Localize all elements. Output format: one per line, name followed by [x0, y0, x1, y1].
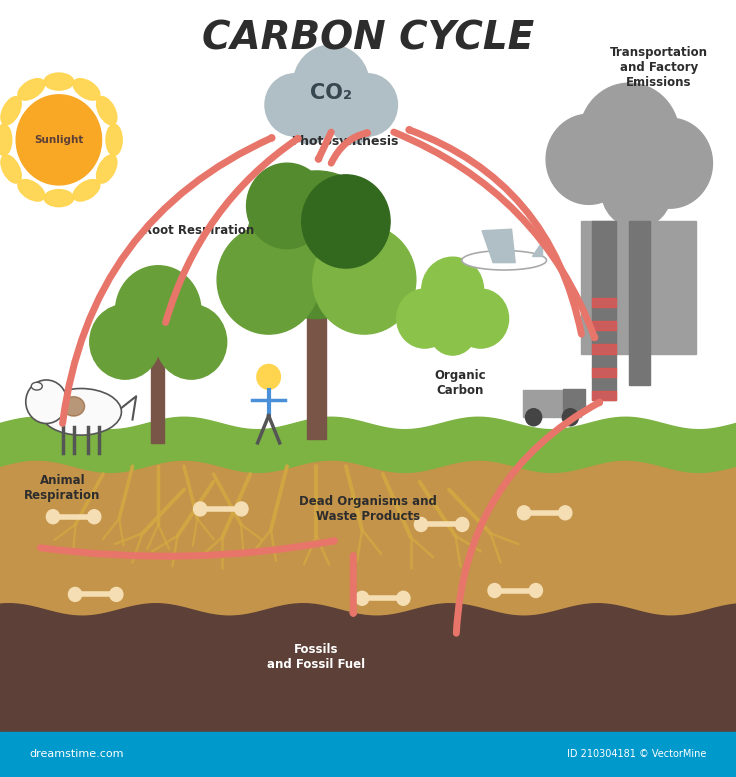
Circle shape [293, 45, 369, 126]
Bar [592, 221, 616, 400]
Circle shape [247, 163, 328, 249]
Bar [0, 622, 736, 777]
Circle shape [422, 257, 484, 322]
Text: Photosynthesis: Photosynthesis [292, 134, 400, 148]
Ellipse shape [0, 124, 12, 155]
Circle shape [156, 305, 227, 379]
Circle shape [247, 171, 386, 319]
Circle shape [414, 517, 428, 531]
Circle shape [265, 74, 324, 136]
Circle shape [627, 118, 712, 208]
Text: Transportation
and Factory
Emissions: Transportation and Factory Emissions [609, 47, 708, 89]
Ellipse shape [462, 250, 546, 270]
Circle shape [46, 510, 60, 524]
Text: Organic
Carbon: Organic Carbon [434, 369, 486, 397]
Text: Animal
Respiration: Animal Respiration [24, 474, 101, 502]
Bar [592, 321, 616, 330]
Bar [523, 390, 581, 417]
Ellipse shape [96, 155, 117, 183]
Ellipse shape [1, 155, 21, 183]
Ellipse shape [40, 388, 121, 435]
Text: CO₂: CO₂ [310, 83, 353, 103]
Circle shape [456, 517, 469, 531]
Bar [151, 342, 164, 443]
Polygon shape [532, 241, 542, 256]
Text: Fossils
and Fossil Fuel: Fossils and Fossil Fuel [267, 643, 366, 671]
Bar [0, 732, 736, 777]
Circle shape [601, 153, 672, 228]
Circle shape [559, 506, 572, 520]
Circle shape [529, 584, 542, 598]
Ellipse shape [96, 96, 117, 125]
Circle shape [313, 225, 416, 334]
Circle shape [330, 94, 377, 144]
Circle shape [302, 175, 390, 268]
Circle shape [68, 587, 82, 601]
Circle shape [217, 225, 320, 334]
Ellipse shape [18, 78, 45, 100]
Circle shape [235, 502, 248, 516]
Polygon shape [482, 229, 515, 263]
Text: Root Respiration: Root Respiration [143, 224, 255, 237]
Circle shape [110, 587, 123, 601]
Text: dreamstime.com: dreamstime.com [29, 750, 124, 759]
Ellipse shape [44, 73, 74, 90]
Text: ID 210304181 © VectorMine: ID 210304181 © VectorMine [567, 750, 707, 759]
Circle shape [397, 591, 410, 605]
Circle shape [488, 584, 501, 598]
Circle shape [397, 289, 453, 348]
Circle shape [579, 83, 679, 189]
Bar [592, 344, 616, 354]
Circle shape [88, 510, 101, 524]
Circle shape [16, 95, 102, 185]
Ellipse shape [18, 179, 45, 201]
Circle shape [257, 364, 280, 389]
Circle shape [26, 380, 67, 423]
Circle shape [339, 74, 397, 136]
Ellipse shape [73, 179, 100, 201]
Circle shape [526, 409, 542, 426]
Bar [592, 298, 616, 307]
Circle shape [453, 289, 509, 348]
Circle shape [429, 305, 476, 355]
Ellipse shape [73, 78, 100, 100]
Circle shape [562, 409, 578, 426]
Bar [629, 221, 650, 385]
Circle shape [90, 305, 160, 379]
Ellipse shape [106, 124, 122, 155]
Circle shape [355, 591, 369, 605]
Bar [592, 368, 616, 377]
Bar [563, 389, 585, 411]
Circle shape [286, 94, 333, 144]
Ellipse shape [1, 96, 21, 125]
Text: Dead Organisms and
Waste Products: Dead Organisms and Waste Products [299, 495, 437, 523]
Circle shape [517, 506, 531, 520]
Text: Sunlight: Sunlight [34, 135, 84, 145]
Ellipse shape [31, 382, 42, 390]
Bar [592, 391, 616, 400]
Bar [0, 0, 736, 435]
Ellipse shape [44, 190, 74, 207]
Circle shape [546, 114, 631, 204]
Ellipse shape [63, 396, 85, 416]
Bar [0, 435, 736, 622]
Circle shape [116, 266, 201, 356]
Text: CARBON CYCLE: CARBON CYCLE [202, 19, 534, 57]
Bar [307, 299, 326, 439]
Bar [581, 221, 696, 354]
Circle shape [194, 502, 207, 516]
